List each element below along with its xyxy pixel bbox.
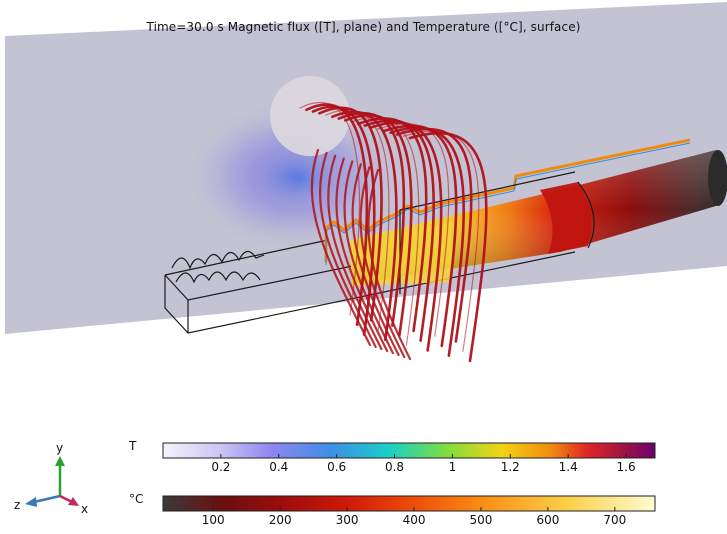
y-axis-arrow-icon [55, 456, 65, 466]
colorbar-tick-label: 1.6 [617, 460, 636, 474]
colorbar-tick-label: 1 [449, 460, 457, 474]
flux-line [337, 111, 406, 327]
x-axis-arrow-icon [68, 497, 79, 506]
z-axis-arrow-icon [25, 497, 37, 507]
flux-line [356, 117, 428, 333]
colorbar-tick-label: 0.4 [269, 460, 288, 474]
y-axis-label: y [56, 441, 63, 455]
colorbar-tick-label: 1.4 [559, 460, 578, 474]
colorbar-tick-label: 700 [603, 513, 626, 527]
axis-triad: y z x [14, 441, 88, 516]
flux-line [325, 109, 390, 331]
flux-line [299, 101, 360, 316]
colorbar-tick-label: 1.2 [501, 460, 520, 474]
colorbar-tick-label: 0.2 [211, 460, 230, 474]
flux-line [343, 113, 413, 337]
flux-line [343, 160, 394, 355]
colorbar-temperature [162, 495, 656, 512]
colorbar-tick-label: 0.8 [385, 460, 404, 474]
flux-line [363, 119, 436, 342]
colorbar-tick-label: 200 [269, 513, 292, 527]
colorbar-tick-label: 100 [202, 513, 225, 527]
colorbar-flux [162, 442, 656, 459]
surface-profile [324, 138, 691, 262]
flux-line [319, 151, 377, 349]
flux-lines [299, 101, 488, 363]
colorbar-tick-label: 400 [403, 513, 426, 527]
field-glow-core [252, 146, 348, 210]
flux-line [408, 131, 488, 363]
flux-line [402, 130, 480, 352]
colorbar-tick-label: 600 [536, 513, 559, 527]
colorbar-temperature-unit: °C [129, 492, 144, 506]
colorbar-flux-ticks: 0.2 0.4 0.6 0.8 1 1.2 1.4 1.6 [211, 454, 636, 474]
flux-line [382, 124, 458, 348]
colorbar-flux-unit: T [129, 439, 137, 453]
flux-line [359, 166, 406, 359]
flux-line [310, 148, 372, 347]
flux-line [351, 163, 400, 357]
colorbar-tick-label: 500 [470, 513, 493, 527]
x-axis-label: x [81, 502, 88, 516]
colorbar-tick-label: 300 [336, 513, 359, 527]
flux-line [395, 127, 473, 343]
flux-line [335, 157, 389, 353]
plot-title: Time=30.0 s Magnetic flux ([T], plane) a… [146, 20, 581, 34]
flux-line [318, 106, 383, 322]
colorbar-tick-label: 0.6 [327, 460, 346, 474]
flux-line [327, 154, 383, 351]
z-axis-label: z [14, 498, 20, 512]
flux-line [377, 123, 450, 337]
coil-disc [270, 76, 350, 156]
colorbar-temperature-ticks: 100 200 300 400 500 600 700 [202, 507, 626, 527]
flux-line [367, 168, 412, 361]
flux-line [369, 121, 443, 352]
